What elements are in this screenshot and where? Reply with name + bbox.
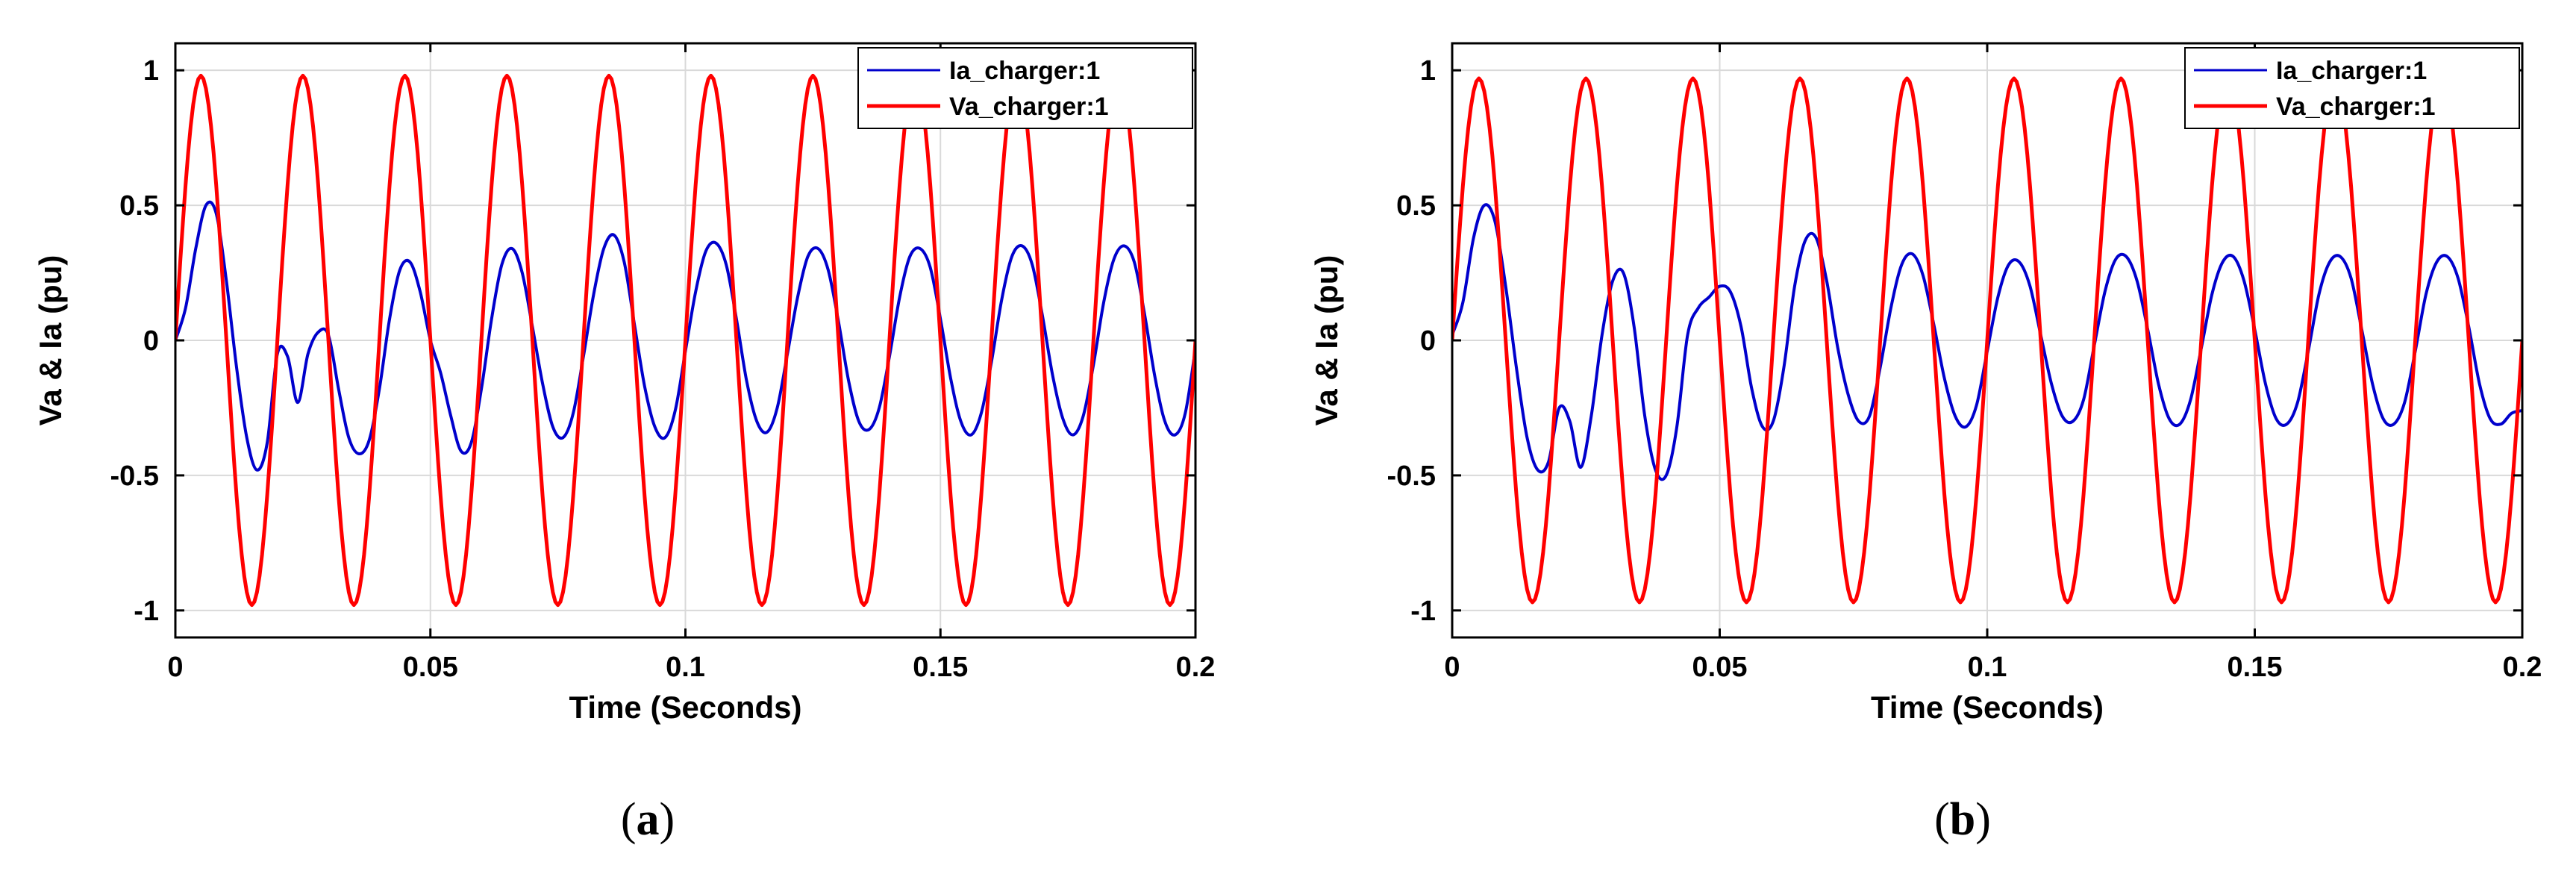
- legend-entry: Va_charger:1: [949, 93, 1109, 121]
- y-tick-label: -0.5: [110, 461, 159, 492]
- y-axis-label: Va & Ia (pu): [1309, 255, 1344, 426]
- y-tick-label: 0.5: [1396, 190, 1436, 222]
- chart-panel-a: 0 0.05 0.1 0.15 0.2 -1 -0.5 0 0.5 1 Time (Seconds)…: [33, 42, 1216, 845]
- y-tick-label: -1: [1410, 596, 1436, 627]
- x-tick-label: 0: [167, 652, 183, 683]
- panel-label: (a): [621, 794, 675, 845]
- legend-entry: Va_charger:1: [2276, 93, 2436, 121]
- legend-entry: Ia_charger:1: [2276, 57, 2427, 85]
- panel-label-letter: b: [1950, 794, 1975, 845]
- y-tick-label: 1: [143, 55, 159, 87]
- panel-label-open: (: [1934, 794, 1950, 845]
- legend: Ia_charger:1 Va_charger:1: [857, 47, 1193, 129]
- legend-box: [857, 47, 1193, 129]
- x-tick-label: 0.1: [1968, 652, 2007, 683]
- y-axis-label: Va & Ia (pu): [33, 255, 68, 426]
- x-tick-label: 0.2: [1176, 652, 1216, 683]
- panel-label-letter: a: [637, 794, 660, 845]
- panel-label: (b): [1934, 794, 1991, 845]
- y-tick-label: 0: [143, 325, 159, 357]
- x-tick-label: 0.2: [2503, 652, 2542, 683]
- x-axis-label: Time (Seconds): [569, 690, 802, 725]
- y-tick-label: -1: [134, 596, 159, 627]
- x-tick-label: 0.05: [1692, 652, 1748, 683]
- x-tick-label: 0: [1444, 652, 1460, 683]
- series-line-ia-charger-1: [1452, 203, 2522, 481]
- y-tick-label: -0.5: [1387, 461, 1436, 492]
- y-tick-label: 0: [1420, 325, 1436, 357]
- x-tick-label: 0.1: [666, 652, 705, 683]
- y-tick-label: 0.5: [119, 190, 159, 222]
- panel-label-close: ): [1975, 794, 1991, 845]
- chart-panel-b: 0 0.05 0.1 0.15 0.2 -1 -0.5 0 0.5 1 Time (Seconds)…: [1309, 42, 2542, 845]
- legend-box: [2184, 47, 2520, 129]
- legend: Ia_charger:1 Va_charger:1: [2184, 47, 2520, 129]
- x-tick-label: 0.15: [2228, 652, 2283, 683]
- legend-entry: Ia_charger:1: [949, 57, 1100, 85]
- x-axis-label: Time (Seconds): [1871, 690, 2104, 725]
- x-tick-label: 0.05: [403, 652, 458, 683]
- panel-label-close: ): [660, 794, 675, 845]
- y-tick-label: 1: [1420, 55, 1436, 87]
- panel-label-open: (: [621, 794, 637, 845]
- x-tick-label: 0.15: [913, 652, 968, 683]
